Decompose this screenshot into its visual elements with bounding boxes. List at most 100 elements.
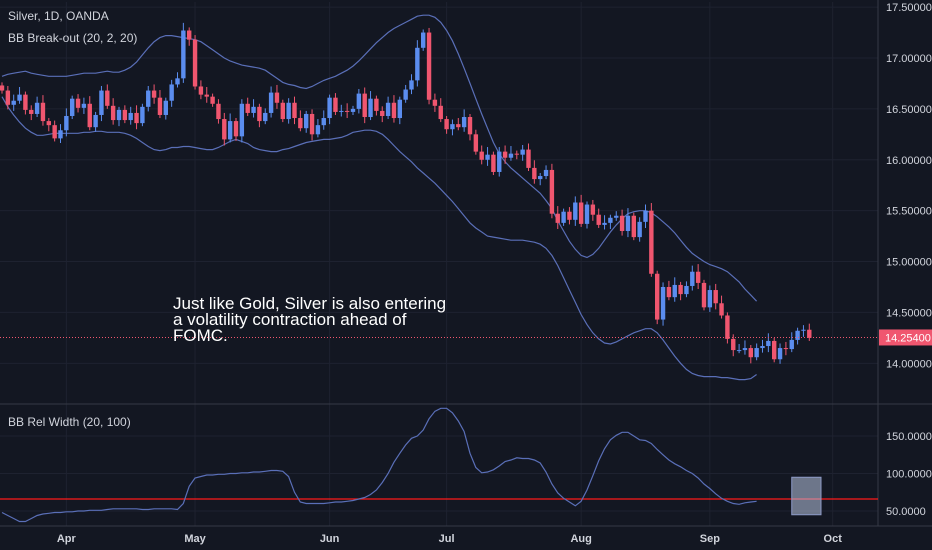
candle-body [11, 100, 16, 105]
candle-body [432, 99, 438, 106]
candle [649, 203, 654, 277]
candle [631, 212, 636, 241]
candle-body [87, 103, 92, 128]
candle-body [456, 124, 461, 128]
bb-rel-width-legend[interactable]: BB Rel Width (20, 100) [8, 415, 131, 429]
candle [58, 124, 63, 143]
candle-body [678, 284, 683, 295]
candle-body [403, 89, 408, 100]
price-tick-label: 14.00000 [886, 358, 932, 370]
candle [233, 118, 239, 141]
candle [754, 343, 759, 361]
sub-tick-label: 100.0000 [886, 469, 932, 481]
candle-body [181, 30, 186, 79]
candle-body [110, 105, 116, 121]
candle [309, 109, 315, 141]
candle [93, 111, 98, 132]
candle [421, 29, 426, 51]
candle [268, 86, 274, 118]
candle-body [116, 109, 122, 121]
bb-breakout-legend[interactable]: BB Break-out (20, 2, 20) [8, 31, 138, 45]
candle-body [192, 39, 198, 87]
candle [292, 96, 297, 125]
candle-body [257, 106, 262, 122]
candle [216, 99, 221, 124]
candle-body [157, 97, 163, 115]
candle [719, 295, 724, 319]
candle [573, 196, 578, 226]
candle-body [263, 112, 268, 122]
candle-body [380, 110, 385, 116]
price-axis: 17.50000 17.00000 16.50000 16.00000 15.50000… [879, 2, 932, 370]
candle-body [315, 125, 321, 135]
candle-body [748, 348, 753, 358]
candle [707, 285, 713, 312]
last-price-label: 14.25400 [885, 332, 931, 344]
candle-body [707, 290, 713, 308]
candle-body [567, 211, 572, 220]
candle-body [754, 348, 759, 358]
candle [567, 207, 572, 225]
candle [339, 104, 344, 117]
candle [327, 94, 332, 125]
candle-body [450, 124, 455, 130]
candle [731, 334, 736, 357]
candle-body [198, 86, 204, 95]
candle [163, 97, 168, 120]
candle-body [239, 103, 245, 137]
candle-body [23, 94, 28, 110]
candle-body [532, 167, 537, 180]
candle [187, 27, 192, 46]
candle-body [590, 204, 596, 215]
candle [245, 97, 250, 116]
time-axis[interactable]: Apr May Jun Jul Aug Sep Oct [57, 533, 842, 545]
candle-body [122, 109, 128, 121]
candle [280, 99, 285, 123]
candle [286, 98, 291, 124]
candle-body [268, 92, 274, 113]
annotation-line-1: Just like Gold, Silver is also entering [173, 294, 447, 313]
candle [526, 143, 531, 171]
candle-body [625, 215, 631, 232]
candle-body [70, 98, 75, 116]
annotation-line-3: FOMC. [173, 326, 228, 345]
upper-bollinger-band [1, 14, 758, 302]
candle [304, 110, 309, 133]
candle [134, 105, 139, 130]
candle [204, 86, 209, 103]
candle-body [502, 151, 508, 158]
candle [760, 339, 765, 353]
candle-body [134, 112, 139, 124]
candle [426, 27, 432, 105]
time-tick-label: Jun [320, 533, 340, 545]
candle [151, 84, 157, 104]
candle-body [362, 93, 367, 118]
candle-body [473, 134, 479, 152]
candle [801, 325, 806, 337]
candle [192, 35, 198, 90]
candle-body [783, 348, 789, 350]
chart-annotation[interactable]: Just like Gold, Silver is also entering … [173, 294, 473, 345]
candle-body [573, 202, 578, 220]
price-tick-label: 16.00000 [886, 155, 932, 167]
candle [491, 151, 496, 176]
sub-tick-label: 150.0000 [886, 431, 932, 443]
candle [391, 95, 397, 123]
candle [450, 119, 455, 136]
candle-body [485, 154, 490, 160]
candle-body [666, 286, 672, 298]
candle-body [93, 114, 98, 128]
candle [116, 106, 122, 127]
candle-body [187, 30, 192, 40]
candle-body [75, 98, 81, 108]
symbol-legend[interactable]: Silver, 1D, OANDA [8, 9, 109, 23]
candle-body [608, 217, 613, 223]
candle [508, 146, 514, 161]
highlight-box[interactable] [791, 476, 822, 516]
candle-body [128, 112, 133, 121]
candle-body [99, 90, 104, 115]
candle-body [140, 106, 145, 124]
time-tick-label: Aug [570, 533, 591, 545]
candle-body [210, 96, 215, 104]
